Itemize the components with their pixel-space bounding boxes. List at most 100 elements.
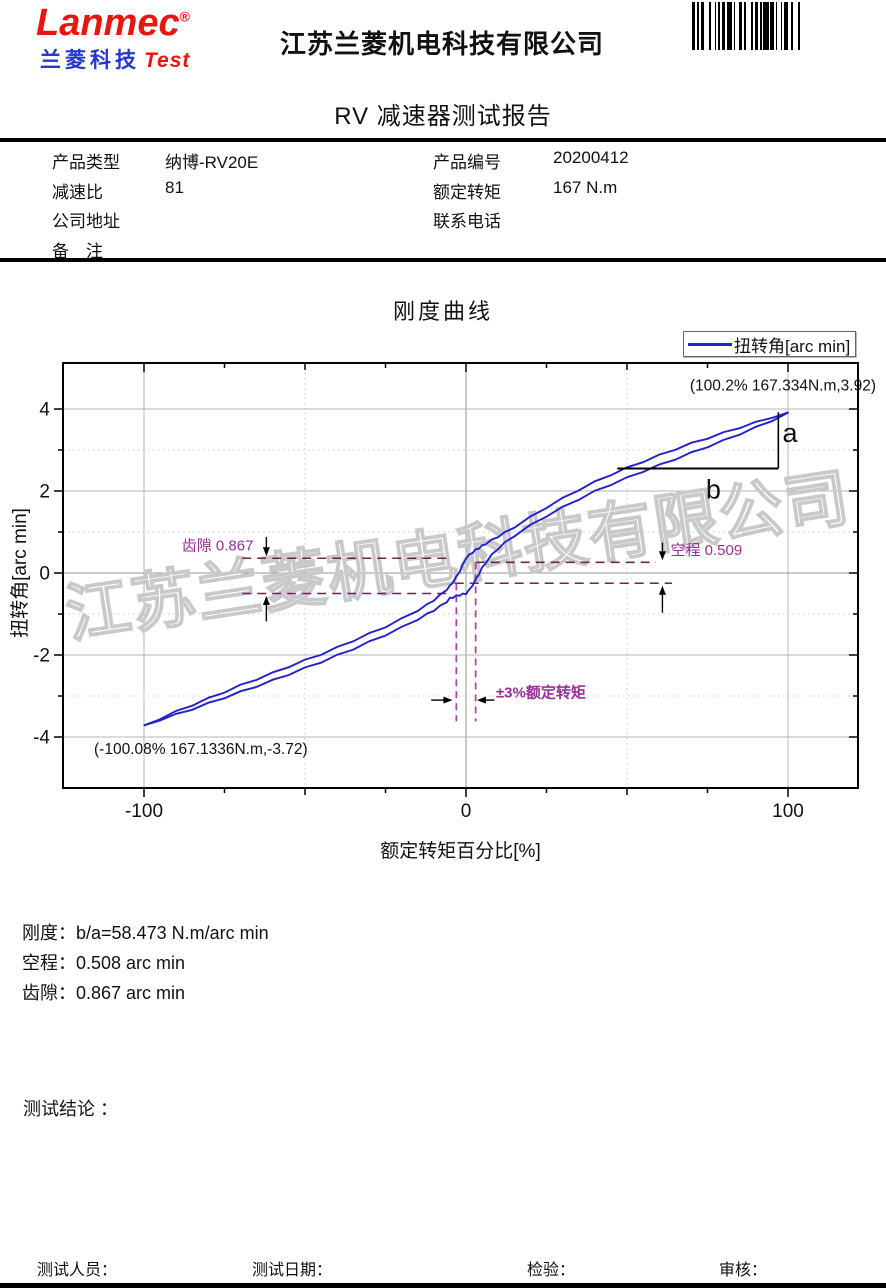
lost-arrow-down-head: [658, 551, 666, 561]
cell-value: 纳博-RV20E: [165, 153, 259, 172]
logo-subtitle-cn: 兰菱科技: [40, 49, 140, 72]
test-date-label: 测试日期：: [252, 1262, 333, 1279]
stiffness-result: 刚度：b/a=58.473 N.m/arc min: [22, 923, 269, 943]
cell-value: 167 N.m: [553, 178, 618, 197]
table-row: 公司地址 联系电话: [0, 207, 886, 231]
lost-motion-label: 空程 0.509: [670, 542, 742, 559]
divider-bottom: [0, 1283, 886, 1288]
barcode-bar: [714, 2, 717, 50]
divider-top: [0, 138, 886, 142]
backlash-arrow-up-head: [262, 595, 270, 605]
barcode-bar: [763, 2, 769, 50]
barcode-bar: [784, 2, 788, 50]
legend-label: 扭转角[arc min]: [734, 336, 851, 356]
backlash-label: 齿隙 0.867: [182, 537, 254, 554]
barcode-space: [768, 2, 771, 50]
conclusion-label: 测试结论 ：: [23, 1099, 119, 1119]
barcode-space: [773, 2, 776, 50]
barcode-bar: [770, 2, 774, 50]
lost-arrow-up-head: [658, 585, 666, 595]
company-name: 江苏兰菱机电科技有限公司: [280, 29, 605, 59]
y-axis-title: 扭转角[arc min]: [9, 508, 31, 638]
review-label: 审核：: [719, 1262, 768, 1279]
barcode-bar: [751, 2, 753, 50]
cell-label: 减速比: [52, 183, 103, 202]
y-tick-label: 0: [39, 564, 50, 585]
barcode-space: [725, 2, 727, 50]
barcode-space: [732, 2, 734, 50]
lost-motion-result: 空程：0.508 arc min: [22, 953, 186, 973]
cell-label: 备 注: [52, 242, 103, 261]
barcode-space: [698, 2, 701, 50]
y-tick-label: -2: [33, 646, 50, 667]
logo-subtitle-en: Test: [144, 49, 191, 72]
barcode-bar: [744, 2, 746, 50]
barcode: [692, 2, 802, 50]
chart-title: 刚度曲线: [392, 299, 493, 324]
barcode-space: [782, 2, 785, 50]
cell-label: 额定转矩: [433, 183, 501, 202]
label-b: b: [706, 474, 721, 504]
backlash-result: 齿隙：0.867 arc min: [22, 983, 186, 1003]
results-block: 刚度：b/a=58.473 N.m/arc min 空程：0.508 arc m…: [22, 918, 269, 1008]
table-row: 减速比 81 额定转矩 167 N.m: [0, 178, 886, 202]
barcode-bar: [718, 2, 720, 50]
min-point-label: (-100.08% 167.1336N.m,-3.72): [94, 741, 308, 758]
barcode-space: [716, 2, 719, 50]
barcode-space: [777, 2, 781, 50]
table-row: 产品类型 纳博-RV20E 产品编号 20200412: [0, 148, 886, 172]
plot-frame: [62, 362, 859, 789]
barcode-bar: [733, 2, 736, 50]
cell-label: 公司地址: [52, 212, 120, 231]
barcode-space: [719, 2, 722, 50]
max-point-label: (100.2% 167.334N.m,3.92): [690, 378, 876, 395]
barcode-bar: [754, 2, 759, 50]
barcode-space: [695, 2, 698, 50]
barcode-space: [745, 2, 752, 50]
logo-brand-text: Lanmec: [36, 2, 180, 44]
lanmec-logo: Lanmec®: [36, 2, 190, 45]
legend-line-swatch: [688, 342, 732, 346]
inspect-label: 检验：: [527, 1262, 576, 1279]
cell-value: 81: [165, 178, 184, 197]
barcode-space: [735, 2, 739, 50]
x-axis-title: 额定转矩百分比[%]: [380, 840, 540, 862]
cell-label: 联系电话: [433, 212, 501, 231]
barcode-bar: [726, 2, 733, 50]
band-arrow-right-head: [443, 696, 453, 704]
barcode-space: [761, 2, 764, 50]
cell-label: 产品类型: [52, 153, 120, 172]
barcode-space: [758, 2, 760, 50]
tester-label: 测试人员：: [37, 1262, 118, 1279]
barcode-space: [799, 2, 802, 50]
backlash-arrow-down-head: [262, 547, 270, 557]
barcode-bar: [775, 2, 778, 50]
barcode-bar: [759, 2, 762, 50]
cell-value: 20200412: [553, 148, 629, 167]
registered-mark-icon: ®: [179, 8, 190, 25]
rated-torque-band-label: ±3%额定转矩: [496, 684, 586, 702]
curve-upper_branch: [143, 411, 789, 727]
barcode-space: [742, 2, 745, 50]
report-title: RV 减速器测试报告: [334, 103, 552, 130]
y-tick-label: 4: [39, 400, 50, 421]
barcode-bar: [791, 2, 793, 50]
barcode-space: [704, 2, 710, 50]
barcode-space: [752, 2, 755, 50]
table-row: 备 注: [0, 237, 886, 261]
barcode-bar: [721, 2, 726, 50]
divider-table-bottom: [0, 258, 886, 262]
barcode-space: [792, 2, 799, 50]
barcode-bar: [738, 2, 743, 50]
barcode-bar: [798, 2, 800, 50]
barcode-bar: [780, 2, 783, 50]
x-tick-label: -100: [125, 801, 163, 822]
barcode-space: [787, 2, 792, 50]
logo-subtitle: 兰菱科技 Test: [40, 44, 190, 74]
x-tick-label: 0: [461, 801, 472, 822]
y-tick-label: 2: [39, 482, 50, 503]
barcode-space: [711, 2, 715, 50]
barcode-bar: [692, 2, 696, 50]
